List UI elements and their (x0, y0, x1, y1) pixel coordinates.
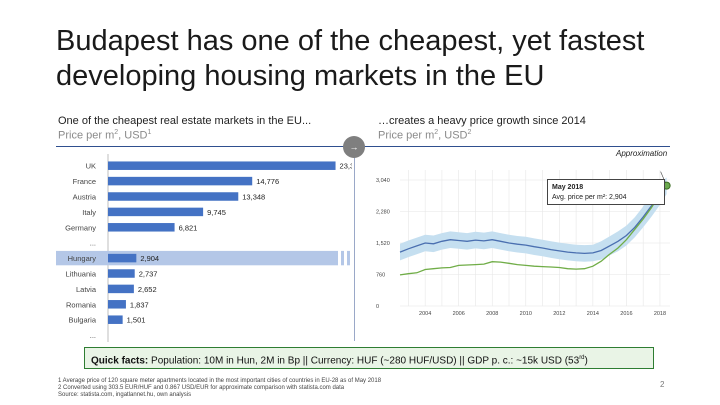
category-label: Bulgaria (68, 316, 96, 325)
data-label: 6,821 (179, 223, 198, 232)
data-label: 23,314 (340, 162, 352, 171)
highlight-band-tick (341, 250, 344, 266)
category-label: Lithuania (66, 270, 97, 279)
quick-facts-text: Population: 10M in Hun, 2M in Bp || Curr… (148, 355, 580, 367)
category-label: ... (90, 239, 96, 248)
data-label: 2,652 (138, 285, 157, 294)
xtick-label: 2014 (587, 311, 599, 317)
xtick-label: 2008 (486, 311, 498, 317)
left-subtitle-text: Price per m (58, 129, 115, 142)
data-label: 2,904 (140, 254, 159, 263)
data-label: 1,501 (127, 316, 146, 325)
squared-mark: 2 (114, 129, 119, 136)
right-subtitle-text: Price per m (378, 129, 435, 142)
ytick-label: 3,040 (376, 178, 390, 184)
xtick-label: 2006 (453, 311, 465, 317)
ytick-label: 1,520 (376, 241, 390, 247)
bar (108, 192, 239, 201)
bar (108, 315, 123, 324)
quick-facts-sup: rd (579, 355, 585, 361)
category-label: Hungary (68, 254, 97, 263)
slide-title-line2: developing housing markets in the EU (56, 60, 545, 92)
xtick-label: 2010 (520, 311, 532, 317)
data-label: 9,745 (207, 208, 226, 217)
footnote-source: Source: statista.com, ingatlannet.hu, ow… (58, 392, 192, 398)
right-panel-subtitle: Price per m2, USD2 (378, 129, 471, 142)
bar (108, 176, 253, 186)
series-line (399, 185, 668, 276)
data-label: 2,737 (139, 270, 158, 279)
quick-facts-label: Quick facts: (91, 355, 149, 367)
category-label: Latvia (76, 285, 97, 294)
quick-facts-box: Quick facts: Population: 10M in Hun, 2M … (84, 347, 654, 369)
category-label: Austria (73, 193, 97, 202)
left-panel-subtitle: Price per m2, USD1 (58, 129, 151, 142)
panel-divider (354, 146, 355, 341)
line-chart: 0 760 1,520 2,280 3,040 2004 2006 2008 2010 2012 2… (376, 170, 671, 317)
data-label: 13,348 (242, 193, 265, 202)
right-panel-heading: …creates a heavy price growth since 2014 (378, 115, 586, 127)
squared-mark: 2 (434, 129, 439, 136)
xtick-label: 2016 (620, 311, 632, 317)
left-footnote-mark: 1 (147, 129, 152, 136)
callout-text: Avg. price per m²: 2,904 (552, 194, 627, 201)
category-label: Germany (65, 223, 96, 232)
ytick-label: 0 (376, 304, 379, 310)
ytick-label: 760 (376, 273, 385, 279)
category-label: Italy (82, 208, 96, 217)
category-label: Romania (66, 300, 97, 309)
left-panel-heading: One of the cheapest real estate markets … (58, 115, 312, 127)
series-line (399, 185, 668, 255)
bar (108, 300, 126, 309)
bar (108, 207, 204, 217)
xtick-label: 2018 (654, 311, 666, 317)
category-label: France (73, 177, 96, 186)
xtick-label: 2004 (419, 311, 431, 317)
category-label: ... (90, 331, 96, 340)
callout-title: May 2018 (552, 184, 584, 191)
footnote-1: 1 Average price of 120 square meter apar… (58, 378, 382, 384)
highlight-band (56, 250, 338, 266)
category-label: UK (86, 162, 96, 171)
right-subtitle-unit: , USD (438, 129, 468, 142)
ytick-label: 2,280 (376, 210, 390, 216)
data-label: 1,837 (130, 300, 149, 309)
slide-title: Budapest has one of the cheapest, yet fa… (56, 24, 696, 94)
slide-title-line1: Budapest has one of the cheapest, yet fa… (56, 25, 645, 57)
approximation-label: Approximation (616, 149, 668, 158)
page-number: 2 (660, 380, 665, 389)
quick-facts-close: ) (584, 355, 588, 367)
footnote-2: 2 Converted using 303.5 EUR/HUF and 0.86… (58, 385, 345, 391)
bar (108, 269, 135, 278)
highlight-band-tick (347, 250, 350, 266)
bar-chart: UK 23,314 France 14,776 Austria 13,348 Italy 9,… (56, 154, 352, 342)
bar (108, 284, 134, 294)
xtick-label: 2012 (553, 311, 565, 317)
price-callout: May 2018 Avg. price per m²: 2,904 (547, 179, 665, 205)
bar (108, 161, 336, 170)
left-subtitle-unit: , USD (118, 129, 148, 142)
right-footnote-mark: 2 (467, 129, 472, 136)
arrow-right-icon: → (343, 136, 365, 158)
bar (108, 253, 137, 263)
data-label: 14,776 (256, 177, 279, 186)
bar (108, 223, 175, 232)
